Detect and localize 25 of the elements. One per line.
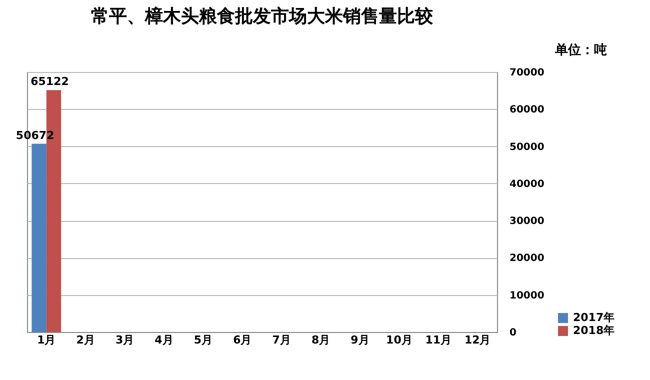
legend-label: 2017年 — [573, 311, 615, 324]
y-tick-label: 20000 — [510, 253, 544, 264]
x-tick-label: 6月 — [233, 334, 252, 346]
x-tick-label: 7月 — [272, 334, 291, 346]
legend-label: 2018年 — [573, 324, 615, 337]
y-tick-label: 0 — [510, 328, 516, 338]
x-tick-label: 3月 — [115, 334, 134, 346]
x-tick-label: 11月 — [425, 334, 452, 346]
x-tick-label: 1月 — [37, 334, 56, 346]
y-tick-label: 70000 — [510, 68, 544, 78]
y-tick-label: 40000 — [510, 178, 544, 190]
y-tick-label: 60000 — [510, 104, 544, 116]
chart-title: 常平、樟木头粮食批发市场大米销售量比较 — [91, 6, 434, 27]
y-tick-label: 30000 — [510, 216, 544, 228]
x-tick-label: 10月 — [386, 334, 412, 346]
y-tick-label: 10000 — [510, 290, 544, 302]
text: 单位：吨 — [554, 42, 607, 58]
x-tick-label: 2月 — [76, 334, 95, 346]
x-tick-label: 4月 — [154, 334, 174, 346]
x-tick-label: 9月 — [350, 334, 370, 346]
data-label: 65122 — [30, 75, 69, 88]
x-tick-label: 5月 — [194, 334, 213, 346]
x-tick-label: 12月 — [464, 334, 491, 346]
y-tick-label: 50000 — [510, 142, 544, 153]
x-tick-label: 8月 — [311, 334, 330, 346]
